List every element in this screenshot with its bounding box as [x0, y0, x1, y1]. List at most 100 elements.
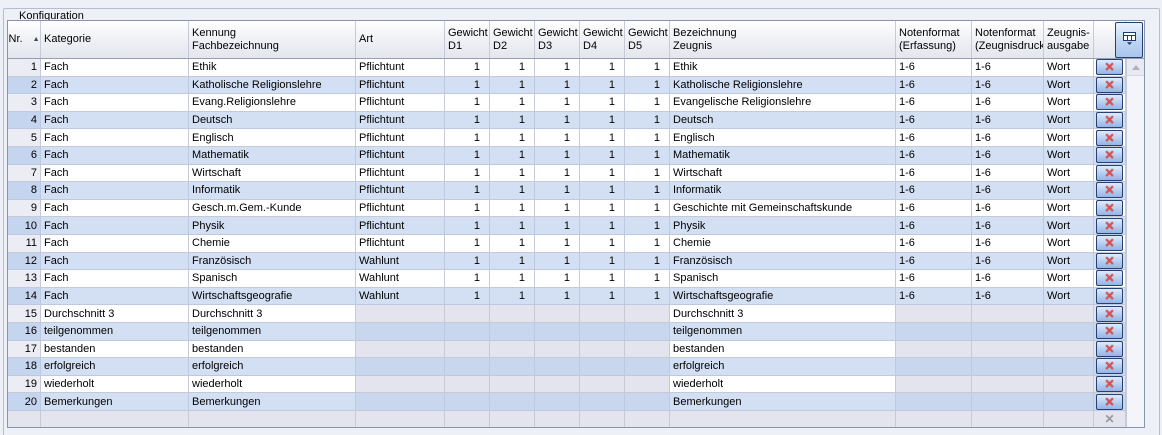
cell-bezeichnung[interactable]: Mathematik: [670, 146, 896, 165]
cell-kennung[interactable]: Wirtschaft: [189, 164, 356, 183]
cell-kategorie[interactable]: Bemerkungen: [41, 393, 189, 411]
cell-d4[interactable]: 1: [580, 59, 625, 77]
cell-nf_druck[interactable]: 1-6: [972, 59, 1044, 77]
cell-nr[interactable]: 19: [8, 375, 41, 394]
cell-kategorie[interactable]: Fach: [41, 146, 189, 165]
cell-kennung[interactable]: wiederholt: [189, 375, 356, 394]
cell-nf_druck[interactable]: 1-6: [972, 146, 1044, 165]
cell-kennung[interactable]: teilgenommen: [189, 322, 356, 341]
cell-d5[interactable]: 1: [625, 94, 670, 112]
cell-d3[interactable]: 1: [535, 94, 580, 112]
cell-d5[interactable]: 1: [625, 287, 670, 306]
cell-kennung[interactable]: Ethik: [189, 59, 356, 77]
cell-bezeichnung[interactable]: bestanden: [670, 340, 896, 359]
cell-d1[interactable]: 1: [445, 111, 490, 130]
cell-d4[interactable]: 1: [580, 146, 625, 165]
cell-kategorie[interactable]: Fach: [41, 164, 189, 183]
cell-bezeichnung[interactable]: Katholische Religionslehre: [670, 76, 896, 95]
cell-d2[interactable]: 1: [490, 59, 535, 77]
cell-d2[interactable]: 1: [490, 182, 535, 200]
cell-kategorie[interactable]: Fach: [41, 287, 189, 306]
cell-ausgabe[interactable]: Wort: [1044, 94, 1094, 112]
cell-nf_druck[interactable]: 1-6: [972, 287, 1044, 306]
delete-row-button[interactable]: ✕: [1096, 147, 1123, 164]
cell-art[interactable]: Wahlunt: [356, 287, 445, 306]
cell-d1[interactable]: 1: [445, 217, 490, 235]
cell-bezeichnung[interactable]: Geschichte mit Gemeinschaftskunde: [670, 199, 896, 218]
cell-nf_druck[interactable]: 1-6: [972, 270, 1044, 288]
cell-bezeichnung[interactable]: Deutsch: [670, 111, 896, 130]
column-header-kategorie[interactable]: Kategorie: [41, 21, 189, 58]
cell-d2[interactable]: 1: [490, 270, 535, 288]
delete-row-button[interactable]: ✕: [1096, 235, 1123, 252]
cell-nf_druck[interactable]: 1-6: [972, 129, 1044, 147]
cell-art[interactable]: Pflichtunt: [356, 129, 445, 147]
cell-d3[interactable]: 1: [535, 252, 580, 271]
cell-kategorie[interactable]: Fach: [41, 199, 189, 218]
cell-nr[interactable]: 9: [8, 199, 41, 218]
cell-art[interactable]: Wahlunt: [356, 270, 445, 288]
cell-bezeichnung[interactable]: teilgenommen: [670, 322, 896, 341]
cell-kennung[interactable]: Physik: [189, 217, 356, 235]
delete-row-button[interactable]: ✕: [1096, 270, 1123, 287]
cell-d2[interactable]: 1: [490, 252, 535, 271]
cell-nf_erf[interactable]: 1-6: [896, 164, 972, 183]
delete-row-button[interactable]: ✕: [1096, 288, 1123, 305]
cell-bezeichnung[interactable]: Chemie: [670, 234, 896, 253]
cell-d4[interactable]: 1: [580, 94, 625, 112]
cell-d2[interactable]: 1: [490, 164, 535, 183]
cell-ausgabe[interactable]: Wort: [1044, 252, 1094, 271]
cell-kategorie[interactable]: Durchschnitt 3: [41, 305, 189, 323]
cell-d1[interactable]: 1: [445, 199, 490, 218]
cell-d2[interactable]: 1: [490, 199, 535, 218]
cell-bezeichnung[interactable]: Ethik: [670, 59, 896, 77]
cell-nf_druck[interactable]: 1-6: [972, 199, 1044, 218]
cell-d4[interactable]: 1: [580, 252, 625, 271]
cell-d5[interactable]: 1: [625, 146, 670, 165]
cell-d3[interactable]: 1: [535, 129, 580, 147]
cell-d1[interactable]: 1: [445, 252, 490, 271]
cell-nr[interactable]: 10: [8, 217, 41, 235]
column-header-kennung[interactable]: Kennung Fachbezeichnung: [189, 21, 356, 58]
cell-kennung[interactable]: Evang.Religionslehre: [189, 94, 356, 112]
cell-nf_druck[interactable]: 1-6: [972, 182, 1044, 200]
cell-d4[interactable]: 1: [580, 76, 625, 95]
cell-art[interactable]: Pflichtunt: [356, 59, 445, 77]
column-header-d4[interactable]: Gewicht D4: [580, 21, 625, 58]
column-header-ausgabe[interactable]: Zeugnis-ausgabe: [1044, 21, 1094, 58]
cell-d5[interactable]: 1: [625, 111, 670, 130]
cell-art[interactable]: Pflichtunt: [356, 234, 445, 253]
cell-d3[interactable]: 1: [535, 270, 580, 288]
delete-row-button[interactable]: ✕: [1096, 94, 1123, 111]
cell-nr[interactable]: 7: [8, 164, 41, 183]
vertical-scrollbar[interactable]: [1126, 59, 1144, 427]
cell-d3[interactable]: 1: [535, 287, 580, 306]
cell-d5[interactable]: 1: [625, 199, 670, 218]
delete-row-button[interactable]: ✕: [1096, 217, 1123, 234]
cell-nf_erf[interactable]: 1-6: [896, 59, 972, 77]
delete-row-button[interactable]: ✕: [1096, 112, 1123, 129]
cell-art[interactable]: Pflichtunt: [356, 76, 445, 95]
cell-nr[interactable]: 1: [8, 59, 41, 77]
cell-nf_druck[interactable]: 1-6: [972, 94, 1044, 112]
cell-d5[interactable]: 1: [625, 270, 670, 288]
cell-ausgabe[interactable]: Wort: [1044, 111, 1094, 130]
cell-d3[interactable]: 1: [535, 164, 580, 183]
cell-kategorie[interactable]: Fach: [41, 111, 189, 130]
cell-kategorie[interactable]: bestanden: [41, 340, 189, 359]
cell-art[interactable]: Pflichtunt: [356, 164, 445, 183]
cell-d5[interactable]: 1: [625, 129, 670, 147]
cell-kategorie[interactable]: Fach: [41, 76, 189, 95]
cell-kategorie[interactable]: Fach: [41, 129, 189, 147]
cell-art[interactable]: Pflichtunt: [356, 199, 445, 218]
cell-d4[interactable]: 1: [580, 182, 625, 200]
cell-kennung[interactable]: Deutsch: [189, 111, 356, 130]
delete-row-button[interactable]: ✕: [1096, 200, 1123, 217]
cell-d2[interactable]: 1: [490, 94, 535, 112]
cell-kennung[interactable]: Chemie: [189, 234, 356, 253]
cell-art[interactable]: Pflichtunt: [356, 111, 445, 130]
cell-ausgabe[interactable]: Wort: [1044, 234, 1094, 253]
cell-kategorie[interactable]: wiederholt: [41, 375, 189, 394]
column-header-d2[interactable]: Gewicht D2: [490, 21, 535, 58]
cell-ausgabe[interactable]: Wort: [1044, 76, 1094, 95]
